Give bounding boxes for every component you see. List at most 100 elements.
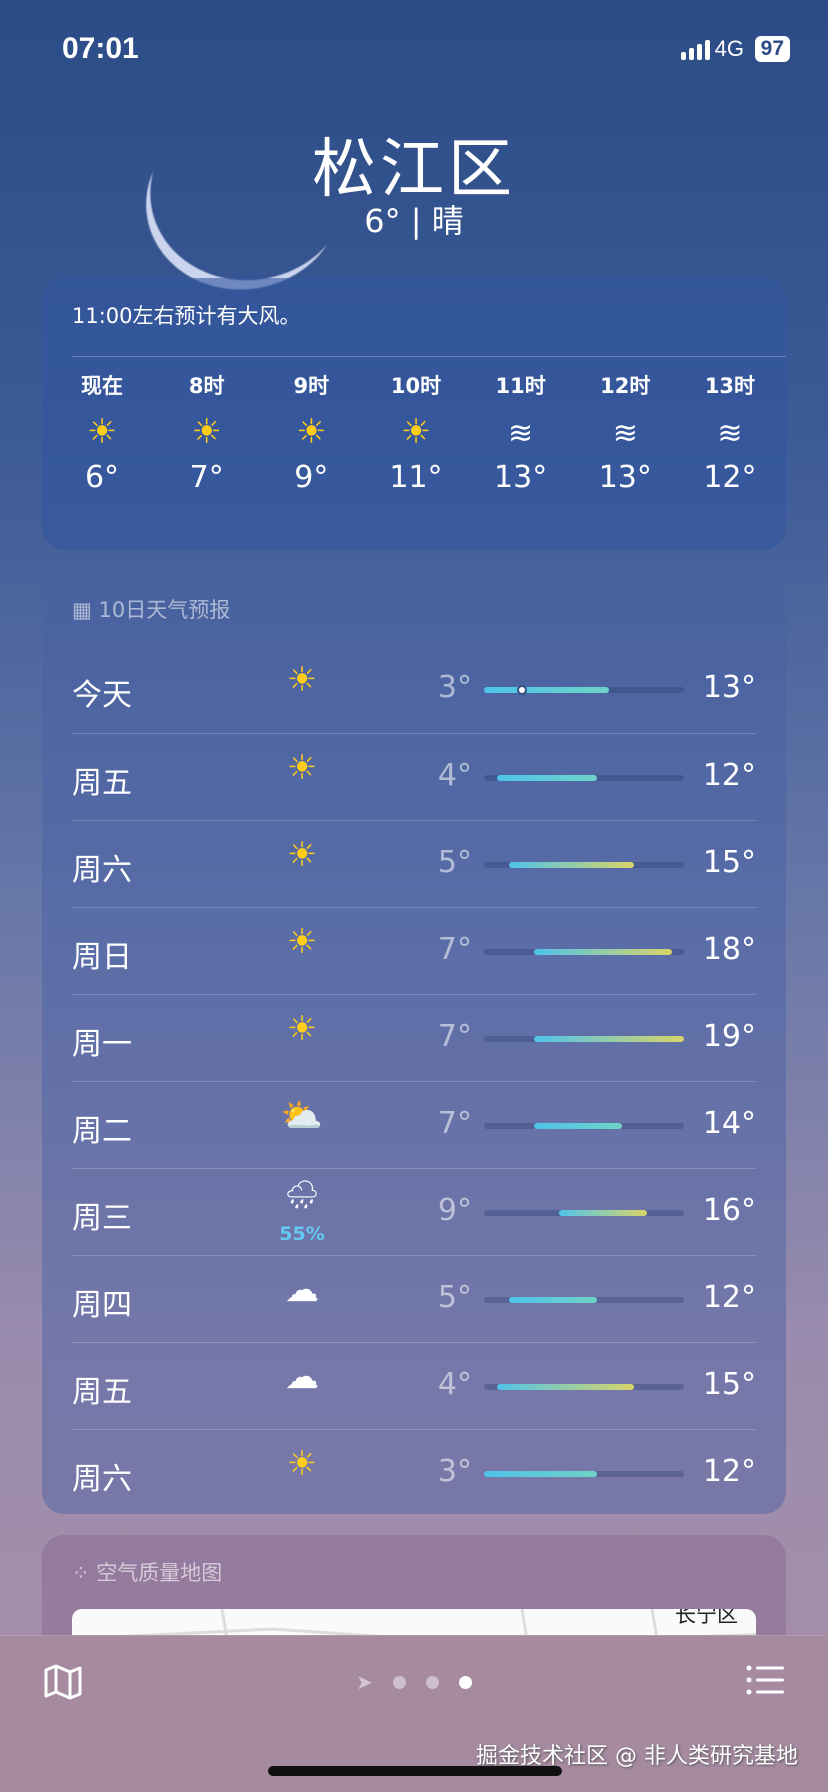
hour-item: 9时 ☀ 9°: [261, 370, 361, 495]
sun-icon: ☀: [286, 660, 318, 700]
high-temp: 16°: [702, 1193, 756, 1228]
high-temp: 12°: [702, 1454, 756, 1489]
day-label: 周四: [72, 1288, 132, 1323]
bottom-toolbar: ➤ 掘金技术社区 @ 非人类研究基地: [0, 1635, 828, 1792]
hour-item: 13时 ≋ 12°: [680, 370, 780, 495]
hour-temp: 13°: [598, 460, 652, 495]
current-temp-dot: [516, 685, 527, 695]
calendar-icon: ▦: [72, 598, 99, 622]
high-temp: 15°: [702, 845, 756, 880]
daily-row[interactable]: 周三 🌧 55% 9° 16°: [72, 1168, 756, 1255]
hour-temp: 9°: [294, 460, 329, 495]
daily-row[interactable]: 周五 ☁ 4° 15°: [72, 1342, 756, 1429]
low-temp: 3°: [437, 1454, 472, 1489]
daily-row[interactable]: 今天 ☀ 3° 13°: [72, 646, 756, 733]
sun-icon: ☀: [191, 412, 222, 452]
page-dot-active[interactable]: [458, 1675, 472, 1689]
temp-range-bar: [496, 1384, 634, 1390]
high-temp: 19°: [702, 1019, 756, 1054]
battery-icon: 97: [754, 36, 790, 62]
high-temp: 13°: [702, 670, 756, 705]
wind-icon: ≋: [612, 416, 638, 451]
sun-icon: ☀: [286, 1009, 318, 1049]
temp-range-track: [484, 862, 684, 868]
hour-item: 11时 ≋ 13°: [471, 370, 571, 495]
divider: [72, 356, 786, 357]
low-temp: 4°: [437, 758, 472, 793]
temp-range-bar: [484, 687, 609, 693]
hour-temp: 12°: [703, 460, 757, 495]
hour-item: 8时 ☀ 7°: [157, 370, 257, 495]
status-bar: 07:01 4G 97: [0, 30, 828, 70]
city-list-button[interactable]: [746, 1664, 784, 1700]
daily-row[interactable]: 周一 ☀ 7° 19°: [72, 994, 756, 1081]
sun-icon: ☀: [286, 835, 318, 875]
home-indicator[interactable]: [268, 1766, 562, 1776]
air-quality-title: 空气质量地图: [96, 1561, 223, 1585]
daily-row[interactable]: 周日 ☀ 7° 18°: [72, 907, 756, 994]
ten-day-forecast-card[interactable]: ▦ 10日天气预报 今天 ☀ 3° 13° 周五 ☀ 4° 12° 周六 ☀ 5° 15°…: [42, 572, 786, 1514]
sun-icon: ☀: [286, 1444, 318, 1484]
map-button[interactable]: [44, 1664, 82, 1704]
temp-range-bar: [534, 1036, 684, 1042]
temp-range-bar: [496, 775, 597, 781]
temp-range-bar: [509, 1297, 597, 1303]
partly-cloudy-icon: ⛅: [280, 1096, 324, 1136]
hour-item: 现在 ☀ 6°: [52, 370, 152, 495]
low-temp: 7°: [437, 1019, 472, 1054]
temp-range-track: [484, 1471, 684, 1477]
wind-icon: ≋: [717, 416, 743, 451]
day-label: 周五: [72, 1375, 132, 1410]
high-temp: 18°: [702, 932, 756, 967]
hourly-forecast-card[interactable]: 11:00左右预计有大风。 现在 ☀ 6° 8时 ☀ 7° 9时 ☀ 9° 10时 ☀ 11° 11时 ≋…: [42, 278, 786, 550]
precip-chance: 55%: [279, 1223, 325, 1245]
hour-label: 12时: [600, 374, 651, 398]
temp-range-bar: [559, 1210, 647, 1216]
temp-range-bar: [509, 862, 634, 868]
list-icon: [746, 1665, 784, 1695]
hour-label: 8时: [188, 374, 225, 398]
temp-range-bar: [484, 1471, 597, 1477]
low-temp: 9°: [437, 1193, 472, 1228]
temp-range-track: [484, 1123, 684, 1129]
hour-temp: 7°: [189, 460, 224, 495]
day-label: 周六: [72, 853, 132, 888]
clock: 07:01: [62, 32, 139, 65]
day-label: 今天: [72, 678, 132, 713]
wind-icon: ≋: [508, 416, 534, 451]
high-temp: 14°: [702, 1106, 756, 1141]
day-label: 周六: [72, 1462, 132, 1497]
sun-icon: ☀: [286, 748, 318, 788]
daily-row[interactable]: 周六 ☀ 5° 15°: [72, 820, 756, 907]
high-temp: 15°: [702, 1367, 756, 1402]
day-label: 周二: [72, 1114, 132, 1149]
daily-row[interactable]: 周六 ☀ 3° 12°: [72, 1429, 756, 1516]
air-quality-icon: ⁘: [72, 1561, 97, 1585]
page-dot[interactable]: [392, 1675, 406, 1689]
hour-label: 9时: [293, 374, 330, 398]
page-dot[interactable]: [425, 1675, 439, 1689]
hour-temp: 13°: [494, 460, 548, 495]
daily-row[interactable]: 周四 ☁ 5° 12°: [72, 1255, 756, 1342]
hour-label: 现在: [81, 374, 123, 398]
hour-label: 11时: [495, 374, 546, 398]
temp-range-bar: [534, 1123, 622, 1129]
low-temp: 7°: [437, 932, 472, 967]
temp-range-track: [484, 685, 684, 695]
day-label: 周五: [72, 766, 132, 801]
cloud-icon: ☁: [285, 1357, 319, 1397]
cloud-icon: ☁: [285, 1270, 319, 1310]
location-arrow-icon[interactable]: ➤: [356, 1670, 373, 1694]
low-temp: 5°: [437, 1280, 472, 1315]
low-temp: 3°: [437, 670, 472, 705]
watermark: 掘金技术社区 @ 非人类研究基地: [476, 1744, 798, 1769]
temp-range-track: [484, 1297, 684, 1303]
page-indicator[interactable]: ➤: [0, 1670, 828, 1694]
daily-row[interactable]: 周五 ☀ 4° 12°: [72, 733, 756, 820]
daily-row[interactable]: 周二 ⛅ 7° 14°: [72, 1081, 756, 1168]
sun-icon: ☀: [400, 412, 432, 452]
low-temp: 4°: [437, 1367, 472, 1402]
temp-range-bar: [534, 949, 672, 955]
high-temp: 12°: [702, 758, 756, 793]
signal-icon: [681, 40, 710, 60]
